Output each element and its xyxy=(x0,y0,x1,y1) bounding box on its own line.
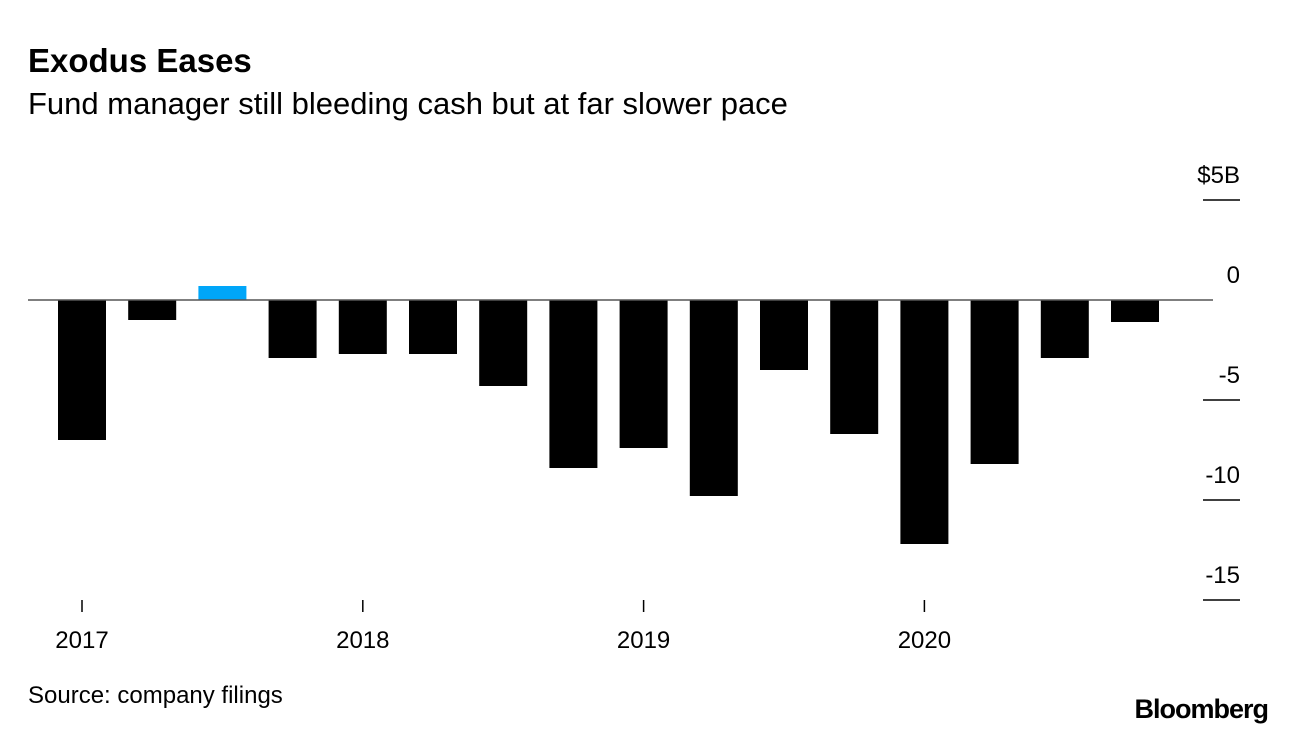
x-tick-label: 2020 xyxy=(898,627,951,654)
bar xyxy=(549,300,598,468)
bar xyxy=(479,300,528,386)
y-tick-label: -10 xyxy=(1205,462,1240,489)
chart-subtitle: Fund manager still bleeding cash but at … xyxy=(28,86,788,121)
chart-title: Exodus Eases xyxy=(28,42,252,79)
y-tick-label: -15 xyxy=(1205,562,1240,589)
bar xyxy=(338,300,387,354)
y-tick-label: $5B xyxy=(1197,162,1240,189)
y-tick-label: 0 xyxy=(1227,262,1240,289)
x-tick-label: 2017 xyxy=(55,627,108,654)
bar xyxy=(760,300,808,370)
bar xyxy=(900,300,949,544)
bar xyxy=(128,300,177,320)
bar xyxy=(689,300,738,496)
bar xyxy=(970,300,1019,464)
bar xyxy=(1040,300,1089,358)
source-note: Source: company filings xyxy=(28,682,283,709)
x-tick-label: 2018 xyxy=(336,627,389,654)
bar xyxy=(198,286,247,300)
x-tick-label: 2019 xyxy=(617,627,670,654)
bar xyxy=(409,300,457,354)
bar xyxy=(830,300,879,434)
bloomberg-logo: Bloomberg xyxy=(1134,694,1269,724)
y-tick-label: -5 xyxy=(1219,362,1240,389)
bar xyxy=(1111,300,1159,322)
bar xyxy=(58,300,106,440)
bar xyxy=(268,300,317,358)
bar xyxy=(619,300,668,448)
